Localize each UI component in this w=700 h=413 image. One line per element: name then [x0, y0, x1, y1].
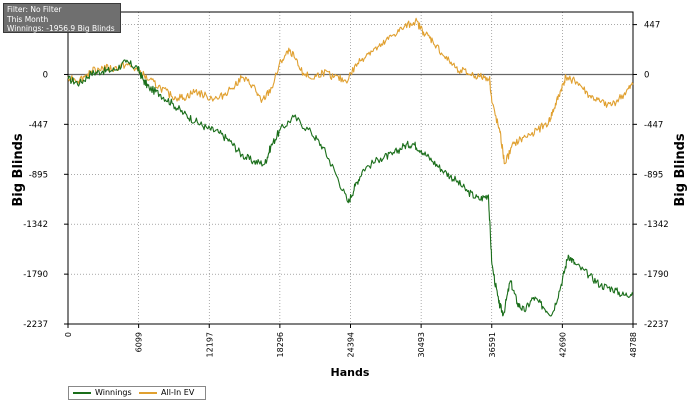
- y-tick-label-right: 0: [644, 70, 649, 80]
- y-tick-label-right: -447: [644, 120, 663, 130]
- series-line-winnings: [67, 59, 634, 317]
- x-tick-label: 0: [64, 332, 73, 337]
- y-tick-label-left: -1342: [23, 220, 48, 230]
- legend-item-allin-ev: All-In EV: [139, 388, 194, 397]
- legend: Winnings All-In EV: [68, 386, 206, 400]
- y-tick-label-right: -1342: [644, 220, 669, 230]
- legend-item-winnings: Winnings: [73, 388, 132, 397]
- y-axis-label-left: Big Blinds: [11, 133, 26, 207]
- y-tick-label-left: -895: [29, 170, 48, 180]
- y-tick-label-right: 447: [644, 21, 660, 31]
- x-tick-label: 18296: [276, 332, 285, 357]
- x-tick-label: 30493: [417, 332, 426, 357]
- legend-swatch-winnings: [73, 391, 91, 394]
- axes: 44744700-447-447-895-895-1342-1342-1790-…: [23, 11, 669, 357]
- series-lines: [67, 17, 634, 317]
- y-tick-label-right: -1790: [644, 270, 669, 280]
- winnings-text: Winnings: -1956.9 Big Blinds: [7, 24, 115, 33]
- x-tick-label: 6099: [135, 332, 144, 352]
- period-text: This Month: [7, 14, 49, 24]
- y-tick-label-right: -895: [644, 170, 663, 180]
- y-tick-label-left: -1790: [23, 270, 48, 280]
- y-tick-label-left: -2237: [23, 320, 48, 330]
- series-line-allin-ev: [67, 17, 634, 165]
- x-tick-label: 42690: [558, 332, 567, 357]
- x-tick-label: 36591: [488, 332, 497, 357]
- x-tick-label: 12197: [205, 332, 214, 357]
- y-tick-label-right: -2237: [644, 320, 669, 330]
- y-axis-label-right: Big Blinds: [673, 133, 688, 207]
- legend-label-winnings: Winnings: [95, 388, 132, 397]
- legend-swatch-allin-ev: [139, 391, 157, 394]
- filter-text: Filter: No Filter: [7, 5, 62, 14]
- y-tick-label-left: 0: [43, 70, 48, 80]
- x-tick-label: 48788: [629, 332, 638, 357]
- legend-label-allin-ev: All-In EV: [161, 388, 195, 397]
- x-tick-label: 24394: [347, 332, 356, 357]
- y-tick-label-left: -447: [29, 120, 48, 130]
- grid: [68, 12, 633, 325]
- x-axis-label: Hands: [331, 366, 370, 379]
- filter-info-box: Filter: No Filter This Month Winnings: -…: [3, 3, 121, 33]
